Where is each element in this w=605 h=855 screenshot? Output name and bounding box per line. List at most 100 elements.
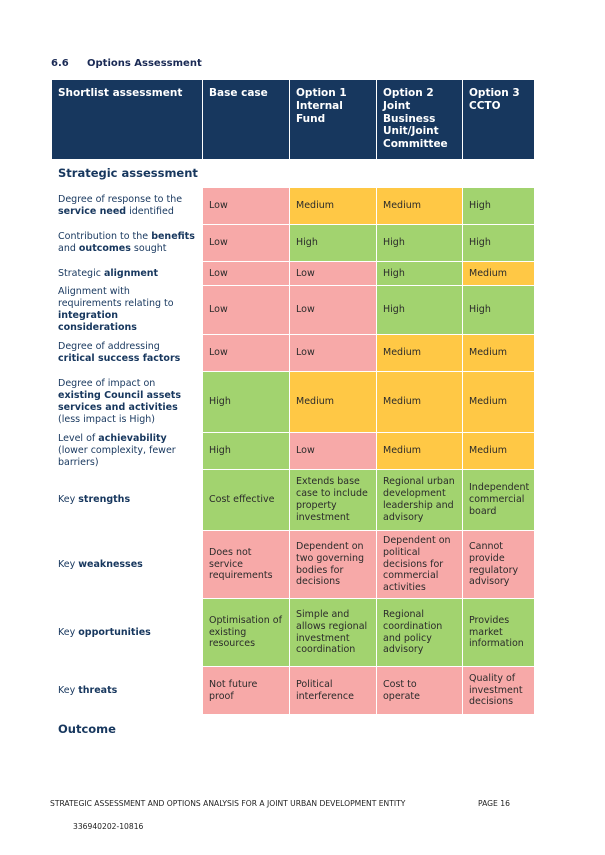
rating-cell: High — [462, 285, 535, 335]
rating-cell: Regional urban development leadership an… — [376, 469, 463, 531]
rating-cell: Independent commercial board — [462, 469, 535, 531]
rating-cell: Not future proof — [202, 666, 290, 715]
rating-cell: Medium — [289, 187, 377, 225]
row-label: Degree of addressing critical success fa… — [51, 334, 203, 372]
section-number: 6.6 — [51, 58, 69, 69]
rating-cell: High — [462, 187, 535, 225]
row-label-text: and — [58, 243, 79, 254]
table-row: Degree of response to the service need i… — [51, 187, 535, 225]
table-row: Contribution to the benefits and outcome… — [51, 224, 535, 262]
row-label-text: Key — [58, 558, 79, 570]
rating-cell: Dependent on political decisions for com… — [376, 530, 463, 599]
footer-title: STRATEGIC ASSESSMENT AND OPTIONS ANALYSI… — [50, 799, 406, 808]
rating-cell: High — [376, 224, 463, 262]
table-row: Key weaknesses Does not service requireme… — [51, 530, 535, 599]
row-label-emphasis: existing Council assets services and act… — [58, 390, 181, 413]
row-label-emphasis: threats — [78, 684, 118, 696]
header-shortlist-assessment: Shortlist assessment — [51, 79, 203, 160]
rating-cell: Low — [289, 432, 377, 470]
row-label-text: Contribution to the — [58, 231, 152, 243]
rating-cell: Medium — [462, 261, 535, 286]
row-label-text: Alignment with requirements relating to — [58, 286, 174, 310]
row-label-emphasis: strengths — [78, 494, 131, 506]
header-option-3: Option 3 CCTO — [462, 79, 535, 160]
table-row: Alignment with requirements relating to … — [51, 285, 535, 335]
rating-cell: Low — [202, 261, 290, 286]
row-label-text: Degree of impact on — [58, 378, 156, 390]
row-label-emphasis: alignment — [103, 267, 159, 279]
row-label: Key strengths — [51, 469, 203, 531]
row-label-emphasis: achievability — [98, 433, 167, 445]
rating-cell: High — [202, 432, 290, 470]
rating-cell: Political interference — [289, 666, 377, 715]
document-id: 336940202-10816 — [73, 822, 144, 831]
row-label: Alignment with requirements relating to … — [51, 285, 203, 335]
rating-cell: Dependent on two governing bodies for de… — [289, 530, 377, 599]
rating-cell: Medium — [376, 432, 463, 470]
table-row: Degree of impact on existing Council ass… — [51, 371, 535, 433]
row-label-emphasis: integration considerations — [58, 310, 137, 333]
rating-cell: High — [202, 371, 290, 433]
header-option-2: Option 2 Joint Business Unit/Joint Commi… — [376, 79, 463, 160]
page-number: PAGE 16 — [478, 799, 510, 808]
rating-cell: Medium — [376, 371, 463, 433]
rating-cell: Medium — [462, 432, 535, 470]
rating-cell: High — [376, 285, 463, 335]
row-label-text: (less impact is High) — [58, 413, 155, 425]
rating-cell: Extends base case to include property in… — [289, 469, 377, 531]
row-label-text: Degree of response to the — [58, 194, 183, 206]
row-label-emphasis: weaknesses — [78, 558, 143, 570]
rating-cell: Medium — [462, 371, 535, 433]
rating-cell: Regional coordination and policy advisor… — [376, 598, 463, 667]
rating-cell: Quality of investment decisions — [462, 666, 535, 715]
table-row: Degree of addressing critical success fa… — [51, 334, 535, 372]
table-row: Key strengths Cost effective Extends base … — [51, 469, 535, 531]
rating-cell: High — [376, 261, 463, 286]
row-label-text: Key — [58, 626, 79, 638]
row-label: Key threats — [51, 666, 203, 715]
table-row: Level of achievability (lower complexity… — [51, 432, 535, 470]
outcome-row: Outcome — [51, 714, 535, 744]
rating-cell: Low — [202, 187, 290, 225]
table-row: Key opportunities Optimisation of existin… — [51, 598, 535, 667]
rating-cell: Medium — [376, 334, 463, 372]
rating-cell: Cannot provide regulatory advisory — [462, 530, 535, 599]
rating-cell: Optimisation of existing resources — [202, 598, 290, 667]
row-label-emphasis: service need — [58, 206, 127, 217]
rating-cell: Simple and allows regional investment co… — [289, 598, 377, 667]
row-label: Strategic alignment — [51, 261, 203, 286]
rating-cell: Medium — [462, 334, 535, 372]
row-label-text: Degree of addressing — [58, 341, 160, 353]
row-label-text: Key — [58, 494, 79, 506]
table-header-row: Shortlist assessment Base case Option 1 … — [51, 79, 535, 160]
rating-cell: Cost effective — [202, 469, 290, 531]
row-label-emphasis: opportunities — [78, 626, 151, 638]
row-label: Degree of impact on existing Council ass… — [51, 371, 203, 433]
row-label: Degree of response to the service need i… — [51, 187, 203, 225]
table-row: Key threats Not future proof Political int… — [51, 666, 535, 715]
options-assessment-table: Shortlist assessment Base case Option 1 … — [51, 79, 535, 744]
rating-cell: High — [289, 224, 377, 262]
table-row: Strategic alignment Low Low High Medium — [51, 261, 535, 286]
row-label: Key opportunities — [51, 598, 203, 667]
rating-cell: Low — [202, 285, 290, 335]
rating-cell: Does not service requirements — [202, 530, 290, 599]
row-label: Key weaknesses — [51, 530, 203, 599]
row-label: Level of achievability (lower complexity… — [51, 432, 203, 470]
row-label-text: Key — [58, 684, 79, 696]
row-label-emphasis: critical success factors — [58, 353, 181, 364]
header-base-case: Base case — [202, 79, 290, 160]
rating-cell: Low — [289, 334, 377, 372]
rating-cell: Provides market information — [462, 598, 535, 667]
row-label-text: identified — [126, 206, 174, 217]
rating-cell: Cost to operate — [376, 666, 463, 715]
row-label-text: Level of — [58, 433, 99, 445]
strategic-assessment-label: Strategic assessment — [51, 159, 535, 188]
row-label: Contribution to the benefits and outcome… — [51, 224, 203, 262]
row-label-text: sought — [130, 243, 167, 254]
rating-cell: Low — [289, 261, 377, 286]
rating-cell: High — [462, 224, 535, 262]
rating-cell: Medium — [289, 371, 377, 433]
header-option-1: Option 1 Internal Fund — [289, 79, 377, 160]
rating-cell: Low — [202, 334, 290, 372]
